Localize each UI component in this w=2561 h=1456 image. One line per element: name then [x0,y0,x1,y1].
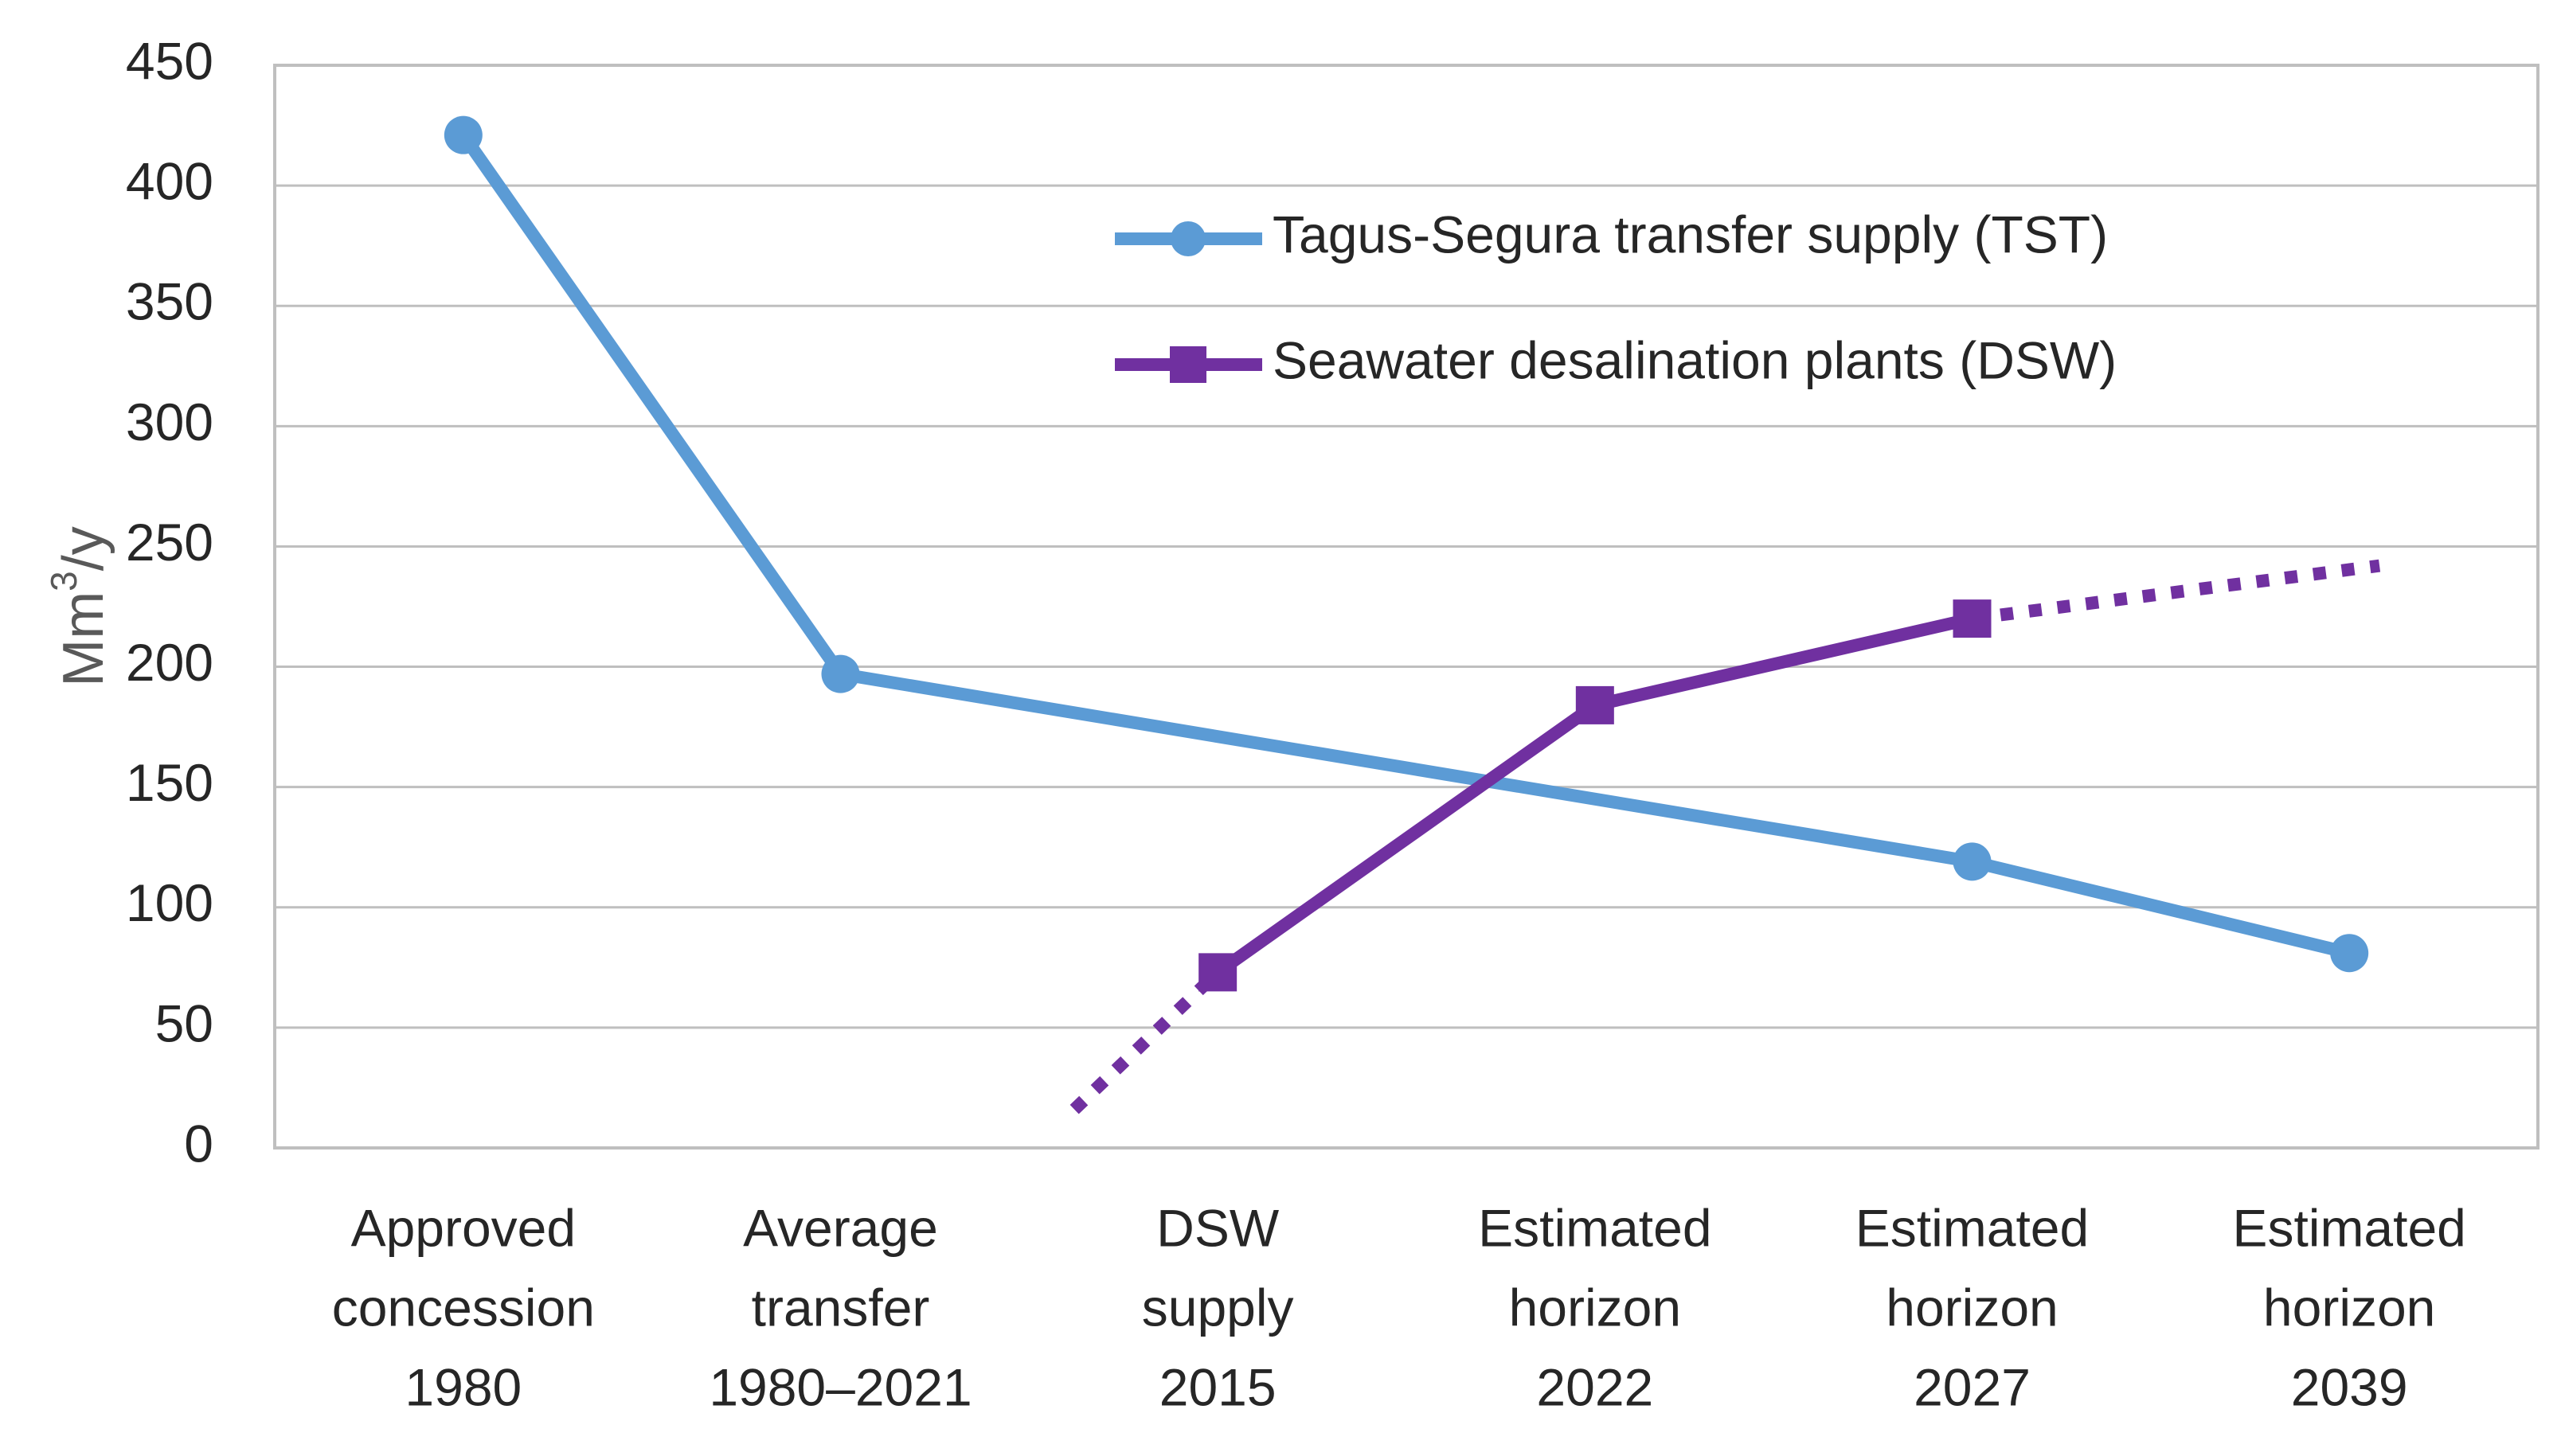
x-category-label-2-line-2: 2015 [1159,1357,1277,1416]
series-0-point-0 [444,115,483,154]
series-line-0 [456,128,2356,960]
y-tick-label-250: 250 [126,513,213,572]
series-1-point-4 [1953,599,1992,638]
y-tick-label-0: 0 [184,1114,213,1173]
y-tick-label-350: 350 [126,272,213,331]
x-category-label-2-line-0: DSW [1156,1198,1280,1257]
legend-tst-marker [1171,221,1206,256]
x-category-label-3-line-2: 2022 [1536,1357,1653,1416]
x-category-label-1-line-1: transfer [752,1278,930,1337]
series-1-point-2 [1198,953,1237,992]
plot-area-border [273,64,2539,1150]
legend-tst-label: Tagus-Segura transfer supply (TST) [1273,205,2108,263]
y-tick-label-150: 150 [126,753,213,812]
x-category-label-0: Approved concession 1980 [332,1198,595,1416]
x-category-label-1-line-2: 1980–2021 [709,1357,972,1416]
y-axis-label-suffix: /y [52,526,115,571]
legend: Tagus-Segura transfer supply (TST) Seawa… [1115,205,2117,389]
x-category-label-2-line-1: supply [1142,1278,1294,1337]
legend-entry-dsw: Seawater desalination plants (DSW) [1115,330,2117,389]
series-1-point-3 [1575,685,1614,724]
y-tick-label-50: 50 [155,993,213,1052]
x-category-label-3-line-0: Estimated [1478,1198,1711,1257]
series-0-point-1 [821,654,860,693]
x-category-label-5-line-0: Estimated [2232,1198,2465,1257]
x-axis-category-labels: Approved concession 1980 Average transfer 198… [332,1198,2466,1416]
y-tick-label-200: 200 [126,633,213,692]
x-category-label-0-line-0: Approved [351,1198,577,1257]
y-tick-label-300: 300 [126,392,213,451]
x-category-label-0-line-2: 1980 [405,1357,522,1416]
y-axis-label: Mm3/y [43,526,115,687]
y-tick-label-400: 400 [126,152,213,211]
x-category-label-5-line-2: 2039 [2291,1357,2408,1416]
x-category-label-4: Estimated horizon 2027 [1855,1198,2089,1416]
x-category-label-1-line-0: Average [743,1198,938,1257]
y-axis-label-superscript: 3 [43,571,84,591]
projection-line-1 [1971,559,2381,626]
series-0-point-5 [2330,934,2369,973]
series-markers [444,115,2369,992]
x-category-label-3-line-1: horizon [1509,1278,1681,1337]
x-category-label-0-line-1: concession [332,1278,595,1337]
x-category-label-5: Estimated horizon 2039 [2232,1198,2465,1416]
y-axis-tick-labels: 0 50 100 150 200 250 300 350 400 450 [126,31,213,1173]
series-0-point-4 [1953,842,1992,881]
x-category-label-1: Average transfer 1980–2021 [709,1198,972,1416]
x-category-label-2: DSW supply 2015 [1142,1198,1294,1416]
x-category-label-4-line-1: horizon [1886,1278,2058,1337]
x-category-label-4-line-0: Estimated [1855,1198,2089,1257]
x-category-label-3: Estimated horizon 2022 [1478,1198,1711,1416]
y-tick-label-100: 100 [126,873,213,932]
legend-dsw-label: Seawater desalination plants (DSW) [1273,330,2117,389]
y-tick-label-450: 450 [126,31,213,90]
legend-entry-tst: Tagus-Segura transfer supply (TST) [1115,205,2108,263]
x-category-label-4-line-2: 2027 [1914,1357,2031,1416]
y-axis-label-base: Mm [52,591,115,687]
x-category-label-5-line-1: horizon [2263,1278,2435,1337]
projection-line-0 [1069,967,1222,1114]
legend-dsw-marker [1170,346,1206,383]
